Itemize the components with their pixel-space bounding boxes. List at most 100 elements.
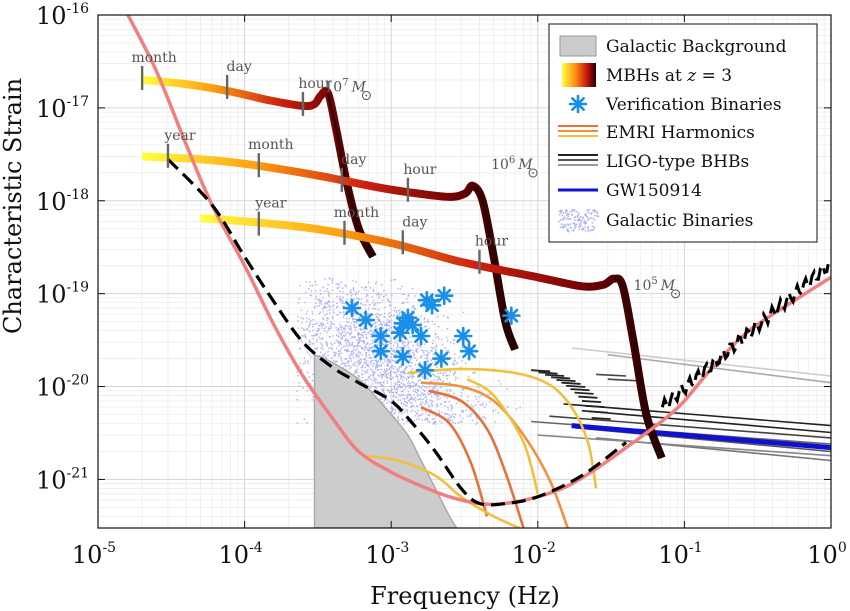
galactic-binary-point	[474, 371, 476, 373]
galactic-binary-point	[431, 350, 433, 352]
legend-swatch-dot	[576, 216, 579, 218]
galactic-binary-point	[373, 338, 376, 340]
galactic-binary-point	[385, 397, 387, 400]
legend-item: Galactic Binaries	[558, 209, 753, 233]
galactic-binary-point	[394, 396, 397, 398]
galactic-binary-point	[403, 408, 405, 410]
galactic-binary-point	[397, 310, 400, 312]
galactic-binary-point	[447, 340, 449, 342]
galactic-binary-point	[407, 344, 409, 346]
galactic-binary-point	[423, 317, 426, 319]
galactic-binary-point	[297, 316, 299, 318]
galactic-binary-point	[362, 327, 365, 329]
galactic-binary-point	[427, 378, 429, 380]
galactic-binary-point	[338, 298, 341, 300]
galactic-binary-point	[346, 293, 349, 296]
galactic-binary-point	[429, 399, 431, 401]
galactic-binary-point	[409, 348, 411, 350]
galactic-binary-point	[375, 293, 378, 296]
galactic-binary-point	[437, 335, 439, 338]
galactic-binary-point	[399, 309, 401, 311]
galactic-binary-point	[435, 415, 437, 417]
galactic-binary-point	[303, 329, 306, 331]
galactic-binary-point	[461, 421, 463, 423]
galactic-binary-point	[357, 345, 359, 347]
galactic-binary-point	[366, 360, 368, 362]
galactic-binary-point	[349, 354, 351, 357]
galactic-binary-point	[326, 342, 328, 344]
galactic-binary-point	[421, 392, 424, 394]
galactic-binary-point	[354, 364, 356, 366]
galactic-binary-point	[404, 384, 406, 386]
galactic-binary-point	[301, 321, 303, 324]
galactic-binary-point	[347, 341, 349, 343]
galactic-binary-point	[384, 343, 387, 345]
galactic-binary-point	[369, 330, 371, 332]
galactic-binary-point	[364, 357, 366, 360]
galactic-binary-point	[347, 362, 349, 364]
galactic-binary-point	[358, 337, 361, 339]
galactic-binary-point	[390, 348, 392, 350]
legend-label: MBHs at z = 3	[606, 66, 732, 86]
galactic-binary-point	[429, 380, 432, 382]
galactic-binary-point	[379, 371, 381, 374]
legend-swatch-dot	[566, 223, 569, 226]
galactic-binary-point	[339, 342, 341, 345]
legend-swatch-dot	[593, 210, 596, 213]
galactic-binary-point	[459, 415, 461, 417]
galactic-binary-point	[428, 386, 431, 388]
galactic-binary-point	[342, 287, 344, 289]
legend-swatch-dot	[565, 217, 568, 220]
galactic-binary-point	[431, 346, 433, 349]
galactic-binary-point	[356, 297, 358, 300]
galactic-binary-point	[410, 365, 412, 367]
galactic-binary-point	[370, 385, 372, 387]
emri-harmonic-line	[428, 389, 525, 528]
galactic-binary-point	[438, 326, 440, 328]
galactic-binary-point	[407, 342, 409, 345]
time-marker-label: month	[248, 137, 293, 153]
galactic-binary-point	[472, 406, 474, 408]
galactic-binary-point	[366, 364, 368, 366]
galactic-binary-point	[345, 338, 347, 340]
legend-swatch-dot	[591, 229, 593, 231]
galactic-binary-point	[404, 377, 406, 379]
time-marker-label: month	[131, 50, 176, 66]
galactic-binary-point	[304, 362, 306, 364]
galactic-binary-point	[402, 342, 404, 344]
galactic-binary-point	[388, 300, 390, 303]
galactic-binary-point	[370, 329, 372, 332]
galactic-binary-point	[420, 386, 423, 389]
galactic-binary-point	[397, 399, 399, 401]
galactic-binary-point	[319, 338, 321, 340]
galactic-binary-point	[417, 376, 419, 378]
galactic-binary-point	[378, 314, 381, 316]
galactic-binary-point	[391, 377, 393, 380]
galactic-binary-point	[307, 360, 309, 362]
galactic-binary-point	[324, 290, 326, 292]
galactic-binary-point	[354, 335, 356, 338]
galactic-binary-point	[407, 396, 409, 398]
galactic-binary-point	[321, 324, 323, 326]
galactic-binary-point	[467, 415, 469, 417]
galactic-binary-point	[448, 350, 450, 352]
galactic-binary-point	[413, 405, 415, 407]
galactic-binary-point	[419, 379, 421, 381]
galactic-binary-point	[337, 350, 339, 352]
galactic-binary-point	[396, 370, 399, 372]
galactic-binary-point	[307, 371, 309, 374]
mbh-tracks	[141, 75, 666, 460]
galactic-binary-point	[398, 411, 400, 413]
galactic-binary-point	[396, 373, 398, 376]
galactic-binary-point	[325, 357, 328, 359]
galactic-binary-point	[363, 339, 365, 342]
ligo-bhb-segment	[544, 373, 565, 377]
galactic-binary-point	[357, 332, 360, 334]
legend-swatch-dot	[592, 229, 595, 231]
legend-swatch-dot	[596, 215, 598, 217]
galactic-binary-point	[426, 360, 428, 362]
galactic-binary-point	[363, 361, 365, 364]
galactic-binary-point	[386, 369, 388, 372]
galactic-binary-point	[358, 340, 360, 342]
legend-swatch-dot	[565, 212, 567, 214]
